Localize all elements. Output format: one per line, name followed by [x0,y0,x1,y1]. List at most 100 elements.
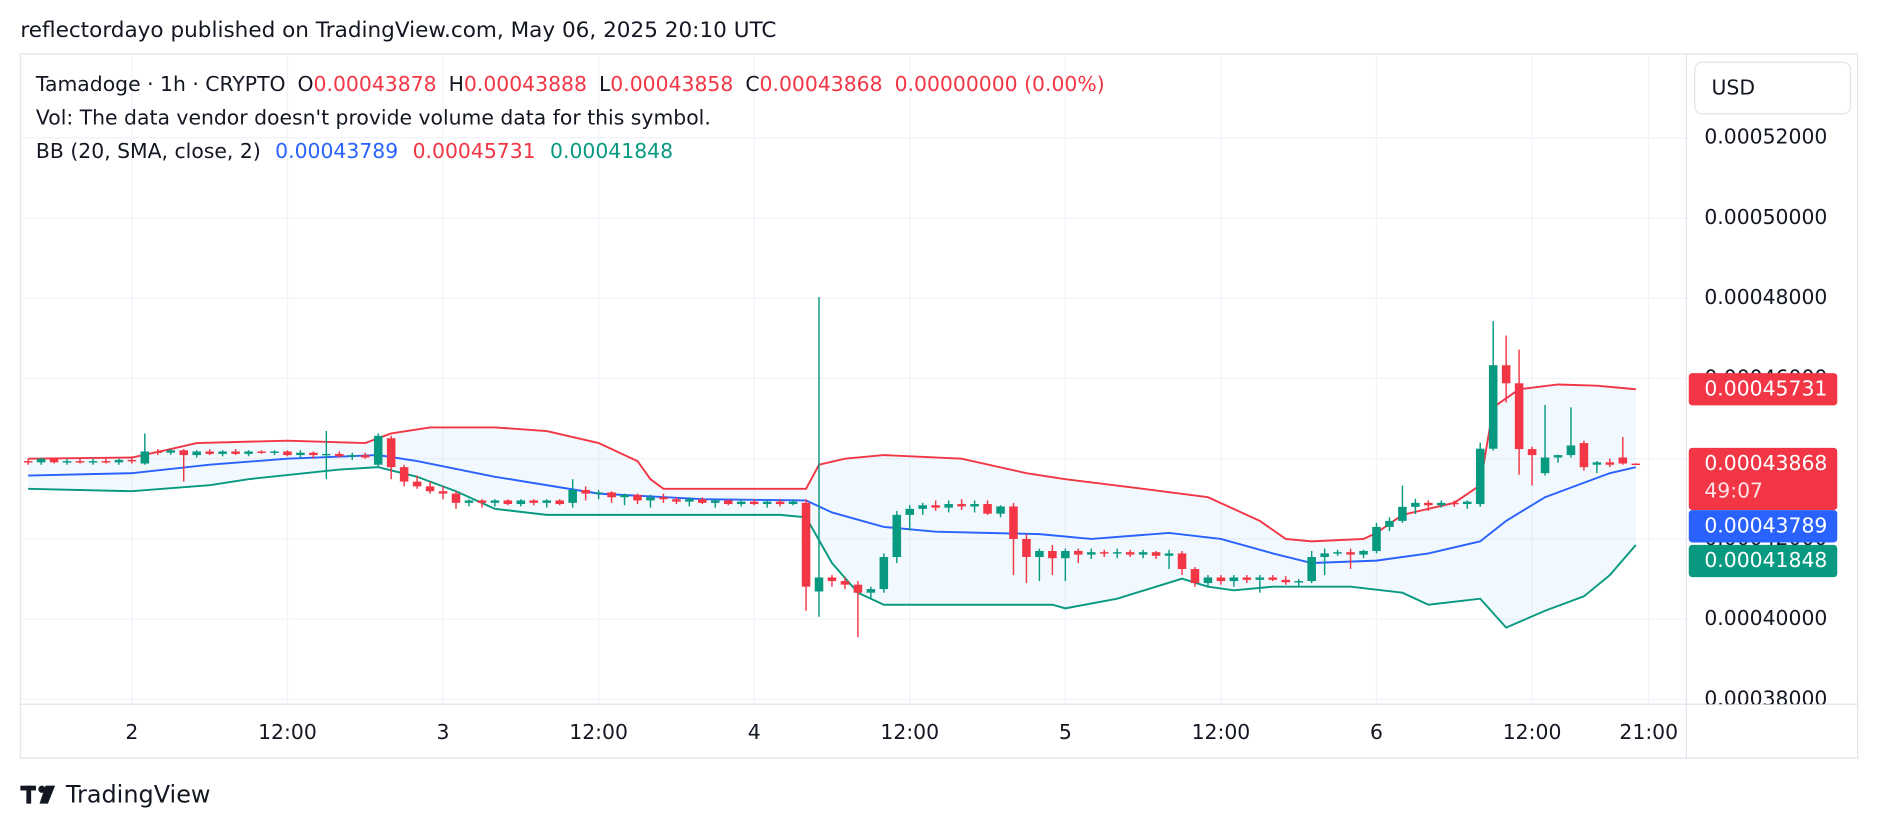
basis-value: 0.00043789 [275,139,398,163]
currency-label: USD [1712,76,1756,100]
candle-body [244,451,253,454]
candle-body [814,577,824,592]
candle-body [88,461,98,463]
candle-body [775,501,785,505]
candle-body [1009,506,1018,539]
upper-value: 0.00045731 [413,139,536,163]
candle-body [646,497,655,501]
candle-body [1112,552,1122,554]
x-tick-label: 12:00 [569,720,628,744]
candle-body [1398,506,1407,521]
y-tick-label: 0.00048000 [1704,285,1827,309]
candle-body [1514,383,1524,450]
candle-body [399,467,409,482]
y-tick-label: 0.00040000 [1704,606,1827,630]
x-tick-label: 4 [748,720,761,744]
candle-body [840,581,850,585]
x-tick-label: 5 [1059,720,1072,744]
candle-body [866,589,876,593]
candle-body [283,451,292,456]
candle-body [153,451,163,453]
candle-body [1359,550,1368,555]
candle-body [166,450,176,453]
candle-body [1631,463,1641,466]
y-tick-label: 0.00050000 [1704,205,1827,229]
ohlc-key: C [745,72,759,96]
grid [20,53,1687,705]
candle-body [1437,502,1446,506]
brand-name: TradingView [65,780,211,808]
currency-button[interactable] [1694,61,1852,115]
price-labels: 0.00045731 0.00043868 49:07 0.00043789 0.000… [1688,373,1838,578]
candle-body [1255,577,1265,580]
candle-body [386,438,396,468]
countdown: 49:07 [1704,479,1763,503]
candle-body [788,501,798,505]
candle-body [1527,449,1537,456]
candle-body [1061,550,1070,559]
candle-body [581,490,590,494]
symbol: Tamadoge · 1h · CRYPTO [35,72,286,96]
candle-body [347,455,357,457]
candle-body [698,499,707,503]
candle-body [594,492,603,494]
candle-body [1164,553,1174,556]
candle-body [1268,577,1278,580]
candle-body [1281,579,1291,583]
indicator: BB (20, SMA, close, 2) [36,139,261,163]
candle-body [659,497,668,500]
candle-body [1229,577,1239,582]
candle-body [179,450,189,456]
candle-body [114,459,124,463]
candle-body [736,501,746,505]
candle-body [620,494,629,498]
brand-logo [20,785,56,804]
candle-body [490,500,500,503]
legend-ohlc: Tamadoge · 1h · CRYPTO O0.00043878 H0.0004… [35,72,1105,96]
candle-body [1605,462,1615,465]
candle-body [140,451,150,464]
candle-body [62,461,72,463]
candle-body [36,458,46,463]
y-tick-label: 0.00038000 [1704,686,1827,710]
y-tick-label: 0.00052000 [1704,125,1827,149]
candle-body [1501,365,1511,384]
candle-body [879,557,889,590]
candle-body [257,451,266,453]
candle-body [1086,552,1096,555]
last-price-label [1688,447,1838,511]
x-tick-label: 12:00 [1503,720,1562,744]
ohlc-value: 0.00043858 [610,72,733,96]
candle-body [996,506,1005,514]
ohlc-key: O [298,72,314,96]
candle-body [296,452,305,456]
basis-price-label [1688,510,1838,543]
bollinger-bands [28,383,1637,629]
candle-body [477,500,487,503]
candle-body [1553,455,1563,458]
candle-body [555,500,564,505]
candle-body [970,504,979,507]
lower-price-text: 0.00041848 [1704,548,1827,572]
candle-body [762,501,772,505]
candle-body [373,435,383,465]
candle-body [464,500,474,503]
candle-body [503,500,513,505]
candle-body [892,514,902,558]
x-tick-label: 12:00 [258,720,317,744]
candle-body [827,577,837,582]
candle-body [723,500,733,505]
candle-body [918,505,928,509]
candle-body [1216,577,1226,582]
band-lower [28,466,1637,629]
x-tick-label: 12:00 [880,720,939,744]
candle-body [516,500,526,505]
candle-body [801,502,811,587]
candle-body [309,452,318,456]
candle-body [1424,502,1433,506]
candle-body [1450,502,1459,505]
candle-body [1566,445,1576,456]
candle-body [1242,577,1252,580]
